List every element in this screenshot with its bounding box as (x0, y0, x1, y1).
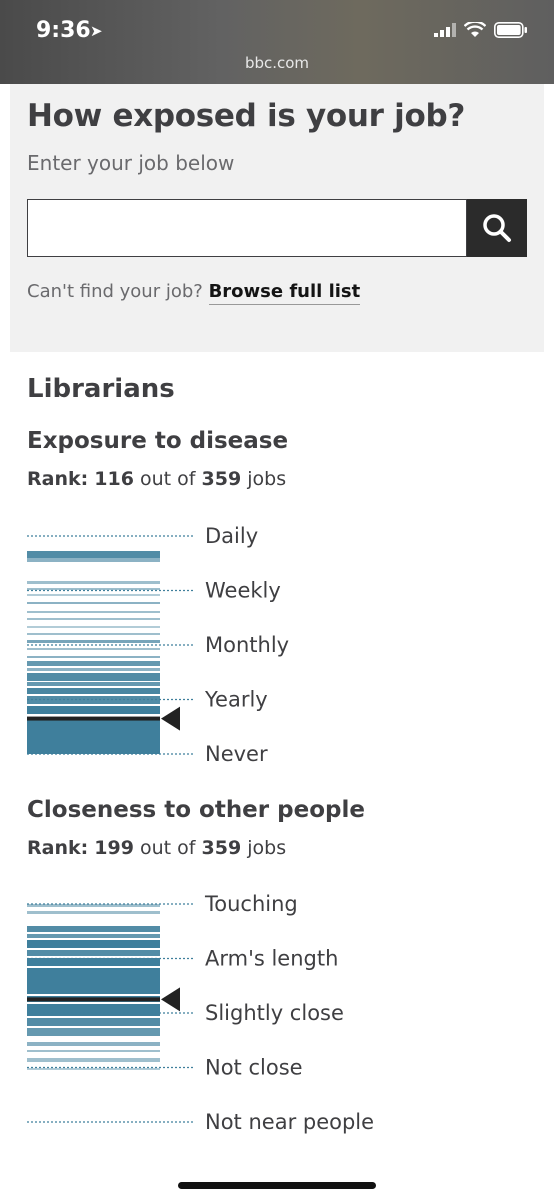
job-stripe (27, 1042, 160, 1046)
job-search-input[interactable] (27, 199, 467, 257)
job-marker-arrow (161, 706, 180, 731)
job-stripe (27, 602, 160, 604)
job-stripe (27, 551, 160, 558)
job-stripe (27, 696, 160, 704)
level-label: Weekly (205, 579, 281, 603)
rank-label: Rank: (27, 837, 89, 859)
home-indicator[interactable] (178, 1182, 376, 1189)
level-label: Never (205, 742, 268, 766)
stripe-chart-1: Touching Arm's length Slightly close Not cl… (27, 892, 374, 1134)
job-stripe (27, 717, 160, 754)
job-stripe (27, 940, 160, 948)
job-stripe (27, 640, 160, 643)
job-stripe (27, 926, 160, 932)
job-stripe (27, 611, 160, 613)
rank-total: 359 (201, 468, 242, 490)
rank-jobs-word: jobs (247, 468, 287, 490)
job-stripe (27, 661, 160, 666)
job-stripe (27, 668, 160, 671)
rank-disease: Rank: 116 out of 359 jobs (27, 468, 286, 490)
section-title-closeness: Closeness to other people (27, 797, 365, 823)
job-stripe (27, 656, 160, 658)
level-label: Daily (205, 524, 258, 548)
job-marker-arrow (161, 987, 180, 1012)
level-label: Not close (205, 1056, 303, 1080)
search-panel: How exposed is your job? Enter your job … (10, 84, 544, 352)
job-stripe (27, 958, 160, 966)
job-stripe (27, 934, 160, 938)
job-stripe (27, 688, 160, 694)
level-label: Yearly (204, 688, 268, 712)
battery-icon (494, 22, 527, 38)
search-box (27, 199, 527, 257)
search-icon (483, 214, 511, 242)
job-stripe (27, 911, 160, 914)
section-title-disease: Exposure to disease (27, 428, 289, 454)
rank-value: 199 (94, 837, 134, 859)
rank-out-of: out of (139, 468, 196, 490)
level-label: Slightly close (205, 1001, 344, 1025)
job-stripe (27, 1028, 160, 1036)
level-label: Monthly (205, 633, 289, 657)
job-stripe (27, 673, 160, 681)
url-bar[interactable]: bbc.com (244, 54, 310, 72)
job-title: Librarians (27, 374, 175, 404)
job-stripe (27, 626, 160, 628)
level-label: Touching (204, 892, 298, 916)
rank-closeness: Rank: 199 out of 359 jobs (27, 837, 286, 859)
job-marker-line (27, 716, 160, 721)
job-stripe (27, 1004, 160, 1016)
rank-out-of: out of (139, 837, 196, 859)
job-stripe (27, 1050, 160, 1052)
location-arrow-icon: ➤ (90, 22, 103, 40)
job-stripe (27, 594, 160, 596)
job-stripe (27, 904, 160, 907)
cant-find-text: Can't find your job? Browse full list (27, 281, 361, 305)
rank-total: 359 (201, 837, 242, 859)
job-stripe (27, 618, 160, 620)
search-button[interactable] (467, 199, 527, 257)
rank-jobs-word: jobs (247, 837, 287, 859)
job-stripe (27, 1058, 160, 1062)
job-stripe (27, 1068, 160, 1070)
job-stripe (27, 633, 160, 635)
job-stripe (27, 1018, 160, 1026)
job-stripe (27, 950, 160, 956)
job-stripe (27, 558, 160, 562)
job-stripe (27, 588, 160, 590)
status-bar: 9:36 ➤ bbc.com (0, 0, 554, 84)
wifi-icon (464, 22, 486, 37)
rank-label: Rank: (27, 468, 89, 490)
search-subtitle: Enter your job below (27, 151, 235, 175)
level-label: Not near people (205, 1110, 374, 1134)
rank-value: 116 (94, 468, 134, 490)
level-label: Arm's length (205, 947, 338, 971)
job-marker-line (27, 997, 160, 1002)
signal-icon (434, 23, 456, 37)
job-stripe (27, 968, 160, 994)
job-stripe (27, 648, 160, 650)
job-stripe (27, 682, 160, 686)
stripe-chart-0: Daily Weekly Monthly Yearly Never (27, 524, 289, 766)
job-stripe (27, 581, 160, 584)
cant-find-label: Can't find your job? (27, 281, 203, 302)
browse-full-list-link[interactable]: Browse full list (208, 281, 361, 305)
job-stripe (27, 706, 160, 714)
status-time: 9:36 (36, 18, 91, 43)
page-title: How exposed is your job? (27, 98, 466, 134)
status-icons (434, 22, 528, 38)
